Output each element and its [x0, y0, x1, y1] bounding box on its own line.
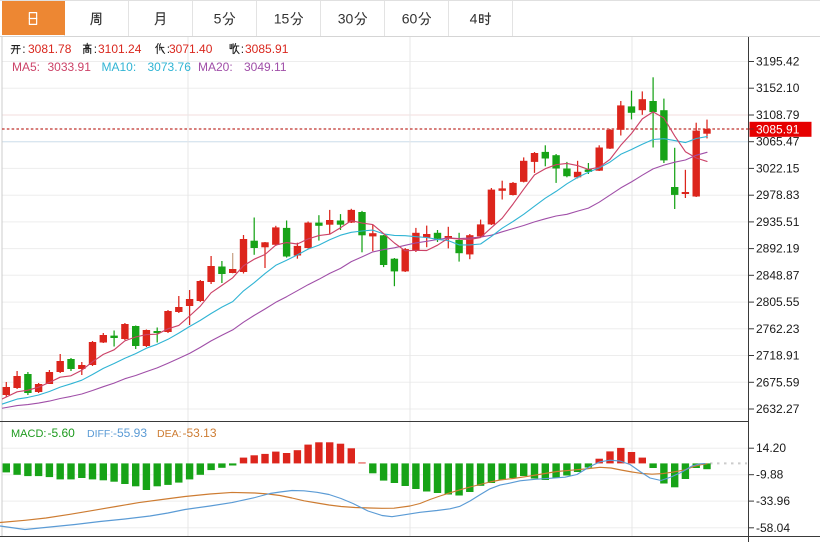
svg-text:3108.79: 3108.79 [756, 108, 800, 122]
svg-text:-5.60: -5.60 [48, 426, 76, 440]
svg-text:14.20: 14.20 [756, 441, 786, 455]
svg-text:3033.91: 3033.91 [48, 60, 92, 74]
svg-text:-53.13: -53.13 [183, 426, 217, 440]
svg-text:3081.78: 3081.78 [28, 42, 72, 56]
svg-text:3195.42: 3195.42 [756, 55, 800, 69]
svg-text:3049.11: 3049.11 [244, 60, 287, 74]
svg-text:30: 30 [338, 11, 354, 27]
svg-text::: : [241, 42, 244, 56]
svg-text:3085.91: 3085.91 [756, 122, 800, 136]
svg-text::: : [94, 42, 97, 56]
svg-text:2632.27: 2632.27 [756, 402, 800, 416]
svg-text:15: 15 [274, 11, 290, 27]
svg-text::: : [22, 42, 25, 56]
svg-text:2892.19: 2892.19 [756, 242, 800, 256]
svg-text:2805.55: 2805.55 [756, 295, 800, 309]
svg-text:2762.23: 2762.23 [756, 322, 800, 336]
svg-text:2675.59: 2675.59 [756, 375, 800, 389]
svg-text:3101.24: 3101.24 [98, 42, 142, 56]
svg-text:3085.91: 3085.91 [245, 42, 289, 56]
svg-text:3071.40: 3071.40 [169, 42, 213, 56]
svg-text:2848.87: 2848.87 [756, 268, 800, 282]
svg-text:4: 4 [470, 11, 478, 27]
svg-text:3152.10: 3152.10 [756, 81, 800, 95]
svg-text:-58.04: -58.04 [756, 521, 790, 535]
svg-text:-33.96: -33.96 [756, 494, 790, 508]
svg-text:-55.93: -55.93 [113, 426, 147, 440]
svg-text::: : [167, 42, 170, 56]
svg-text:MACD:: MACD: [11, 428, 46, 440]
svg-text:MA20:: MA20: [198, 60, 233, 74]
svg-text:DEA:: DEA: [157, 428, 182, 440]
svg-text:MA5:: MA5: [12, 60, 40, 74]
svg-text:2935.51: 2935.51 [756, 215, 800, 229]
svg-text:2718.91: 2718.91 [756, 349, 800, 363]
svg-text:3065.47: 3065.47 [756, 135, 800, 149]
svg-text:3022.15: 3022.15 [756, 161, 800, 175]
svg-text:3073.76: 3073.76 [148, 60, 192, 74]
svg-text:DIFF:: DIFF: [87, 428, 113, 440]
svg-text:5: 5 [214, 11, 222, 27]
svg-text:-9.88: -9.88 [756, 468, 784, 482]
svg-text:2978.83: 2978.83 [756, 188, 800, 202]
svg-text:MA10:: MA10: [102, 60, 137, 74]
svg-text:60: 60 [402, 11, 418, 27]
